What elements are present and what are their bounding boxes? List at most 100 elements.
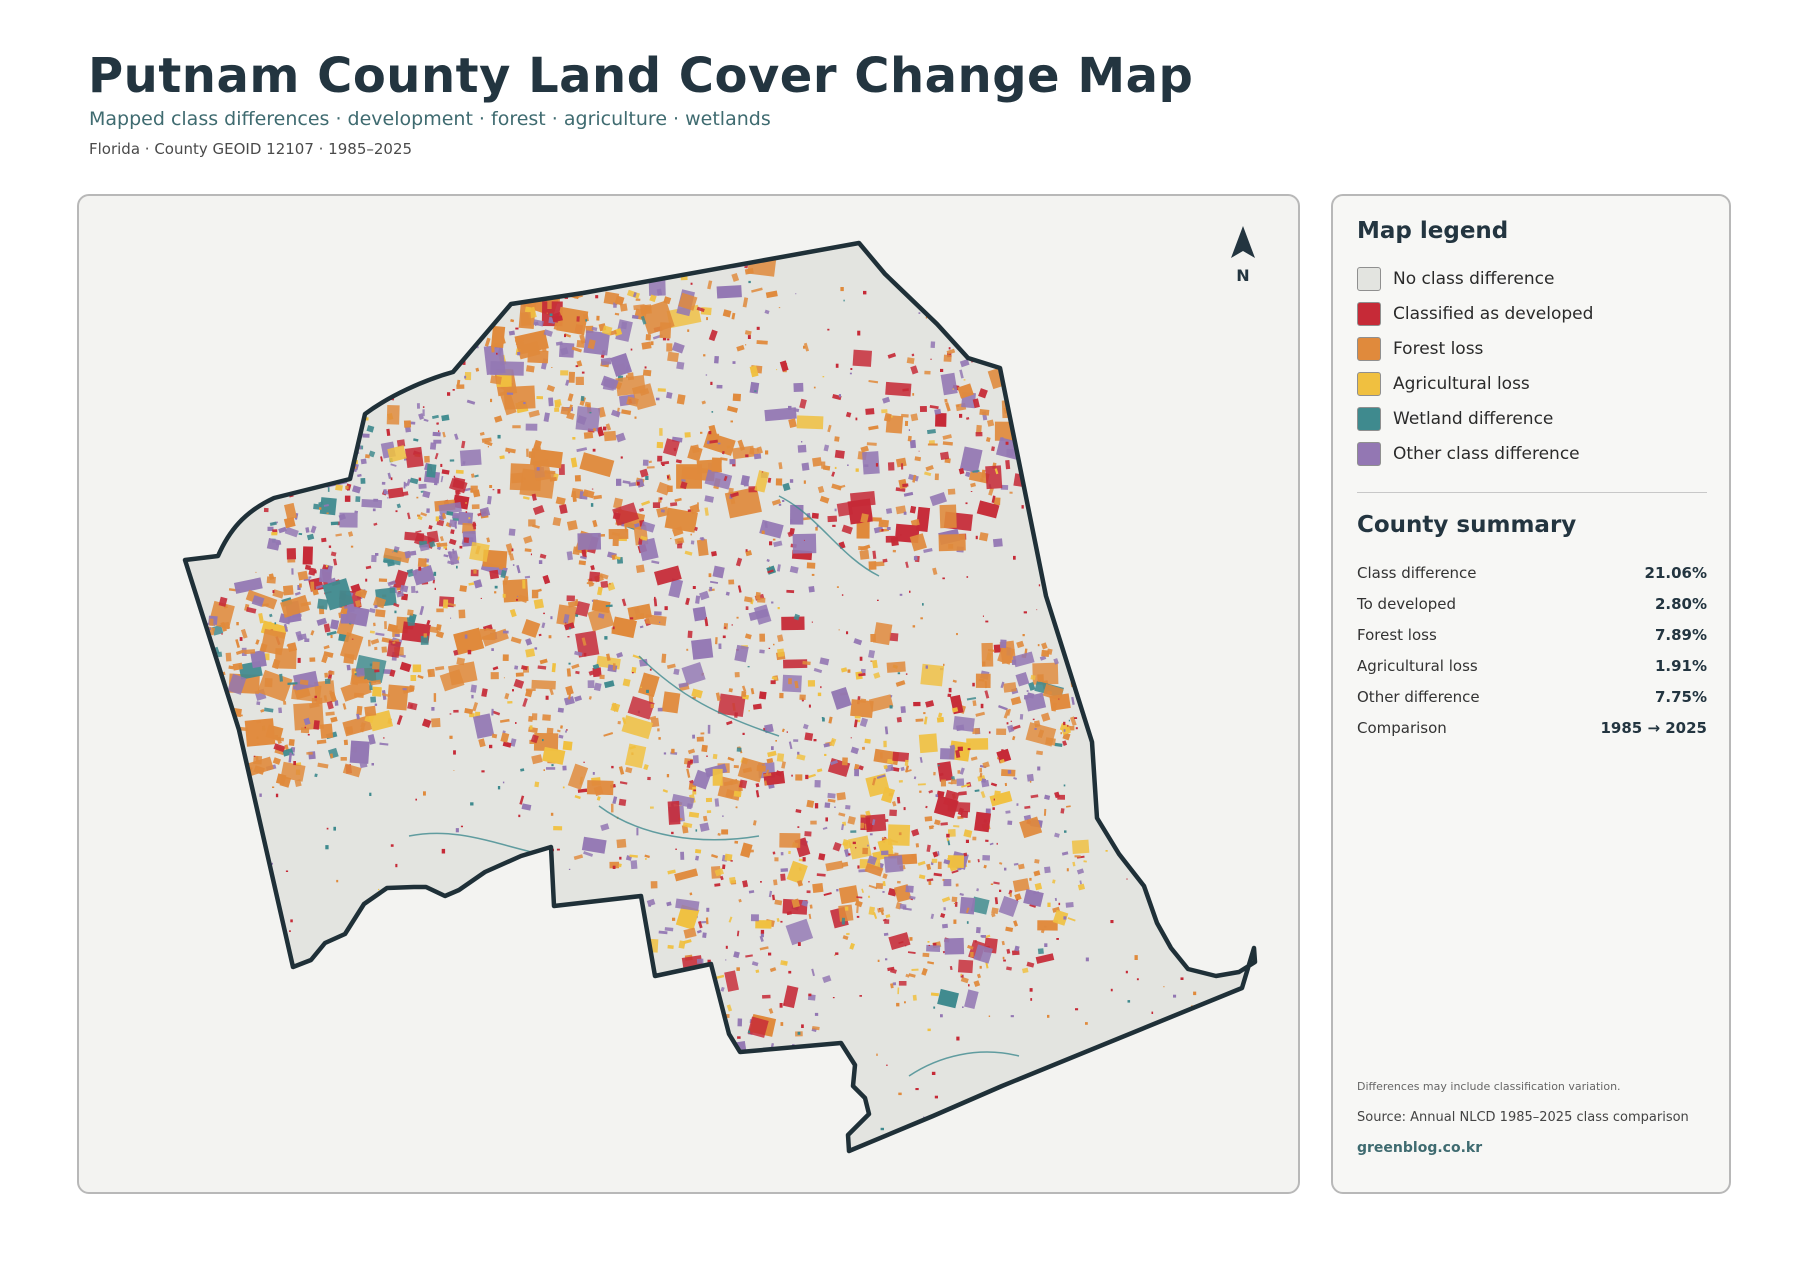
change-patch bbox=[404, 550, 411, 559]
change-speck bbox=[670, 985, 672, 988]
change-speck bbox=[228, 1110, 232, 1114]
change-patch bbox=[267, 526, 274, 532]
change-speck bbox=[473, 569, 477, 574]
change-patch bbox=[704, 618, 709, 627]
change-patch bbox=[1054, 791, 1061, 799]
change-patch bbox=[662, 789, 669, 793]
change-speck bbox=[1085, 318, 1088, 320]
change-speck bbox=[816, 525, 819, 528]
change-speck bbox=[1048, 364, 1052, 367]
change-patch bbox=[899, 903, 907, 910]
change-speck bbox=[248, 428, 252, 432]
change-patch bbox=[618, 766, 625, 775]
change-patch bbox=[773, 540, 783, 548]
change-speck bbox=[778, 503, 782, 506]
change-speck bbox=[976, 263, 978, 265]
change-patch bbox=[612, 663, 616, 671]
change-patch bbox=[288, 477, 292, 484]
change-patch bbox=[990, 782, 998, 787]
change-patch bbox=[275, 773, 287, 785]
change-patch bbox=[292, 613, 302, 618]
change-speck bbox=[1175, 401, 1179, 405]
change-patch bbox=[507, 204, 513, 213]
change-speck bbox=[405, 968, 410, 972]
change-patch bbox=[481, 313, 487, 317]
change-patch bbox=[464, 634, 468, 639]
change-patch bbox=[923, 716, 928, 725]
change-patch bbox=[924, 816, 933, 822]
change-patch bbox=[611, 616, 637, 639]
change-patch bbox=[841, 861, 849, 868]
change-speck bbox=[1172, 677, 1175, 681]
change-patch bbox=[591, 267, 600, 277]
change-patch bbox=[631, 314, 639, 320]
change-speck bbox=[956, 315, 958, 318]
change-speck bbox=[1190, 360, 1192, 363]
change-patch bbox=[744, 596, 753, 603]
change-speck bbox=[556, 848, 560, 851]
change-speck bbox=[489, 744, 493, 749]
change-speck bbox=[1044, 943, 1048, 947]
change-patch bbox=[494, 415, 503, 423]
change-patch bbox=[981, 642, 994, 667]
legend-label: No class difference bbox=[1393, 269, 1555, 289]
change-patch bbox=[889, 632, 899, 642]
change-patch bbox=[991, 495, 996, 503]
change-speck bbox=[706, 755, 708, 757]
change-speck bbox=[1228, 750, 1230, 753]
change-speck bbox=[693, 789, 696, 792]
change-speck bbox=[794, 1155, 796, 1157]
change-speck bbox=[209, 627, 211, 630]
change-patch bbox=[714, 798, 720, 807]
change-speck bbox=[855, 417, 858, 421]
site-credit[interactable]: greenblog.co.kr bbox=[1357, 1140, 1483, 1156]
change-patch bbox=[502, 630, 509, 634]
change-patch bbox=[621, 243, 626, 246]
change-patch bbox=[426, 463, 437, 478]
change-speck bbox=[690, 282, 693, 285]
change-speck bbox=[462, 360, 466, 365]
change-speck bbox=[1242, 913, 1246, 918]
change-patch bbox=[910, 365, 919, 375]
change-patch bbox=[600, 580, 609, 589]
change-patch bbox=[544, 243, 558, 253]
change-speck bbox=[1023, 611, 1027, 614]
change-patch bbox=[335, 484, 343, 491]
change-speck bbox=[1066, 868, 1069, 872]
change-patch bbox=[580, 395, 585, 401]
change-speck bbox=[706, 317, 708, 321]
change-patch bbox=[1011, 950, 1020, 956]
change-speck bbox=[962, 1006, 964, 1008]
change-patch bbox=[664, 507, 698, 533]
change-patch bbox=[687, 748, 696, 755]
change-patch bbox=[556, 257, 565, 268]
change-patch bbox=[727, 756, 735, 762]
change-speck bbox=[191, 466, 196, 471]
change-speck bbox=[196, 547, 201, 553]
change-patch bbox=[678, 682, 689, 688]
change-speck bbox=[918, 312, 921, 314]
change-patch bbox=[804, 831, 812, 837]
change-patch bbox=[596, 586, 603, 596]
change-patch bbox=[895, 680, 906, 687]
change-patch bbox=[603, 680, 615, 689]
change-patch bbox=[369, 630, 375, 634]
change-speck bbox=[263, 473, 267, 478]
change-patch bbox=[417, 557, 427, 568]
change-speck bbox=[926, 306, 931, 312]
change-patch bbox=[542, 221, 569, 238]
change-patch bbox=[931, 858, 938, 863]
change-patch bbox=[781, 728, 785, 733]
change-speck bbox=[569, 627, 571, 630]
change-patch bbox=[329, 753, 334, 759]
change-speck bbox=[1168, 358, 1170, 360]
change-speck bbox=[775, 740, 777, 742]
change-patch bbox=[463, 487, 471, 492]
map-panel[interactable] bbox=[77, 194, 1300, 1194]
change-patch bbox=[393, 549, 398, 553]
change-patch bbox=[680, 851, 685, 860]
county-map[interactable] bbox=[79, 196, 1300, 1194]
change-speck bbox=[925, 316, 928, 319]
change-patch bbox=[1036, 750, 1044, 756]
change-patch bbox=[591, 243, 603, 252]
